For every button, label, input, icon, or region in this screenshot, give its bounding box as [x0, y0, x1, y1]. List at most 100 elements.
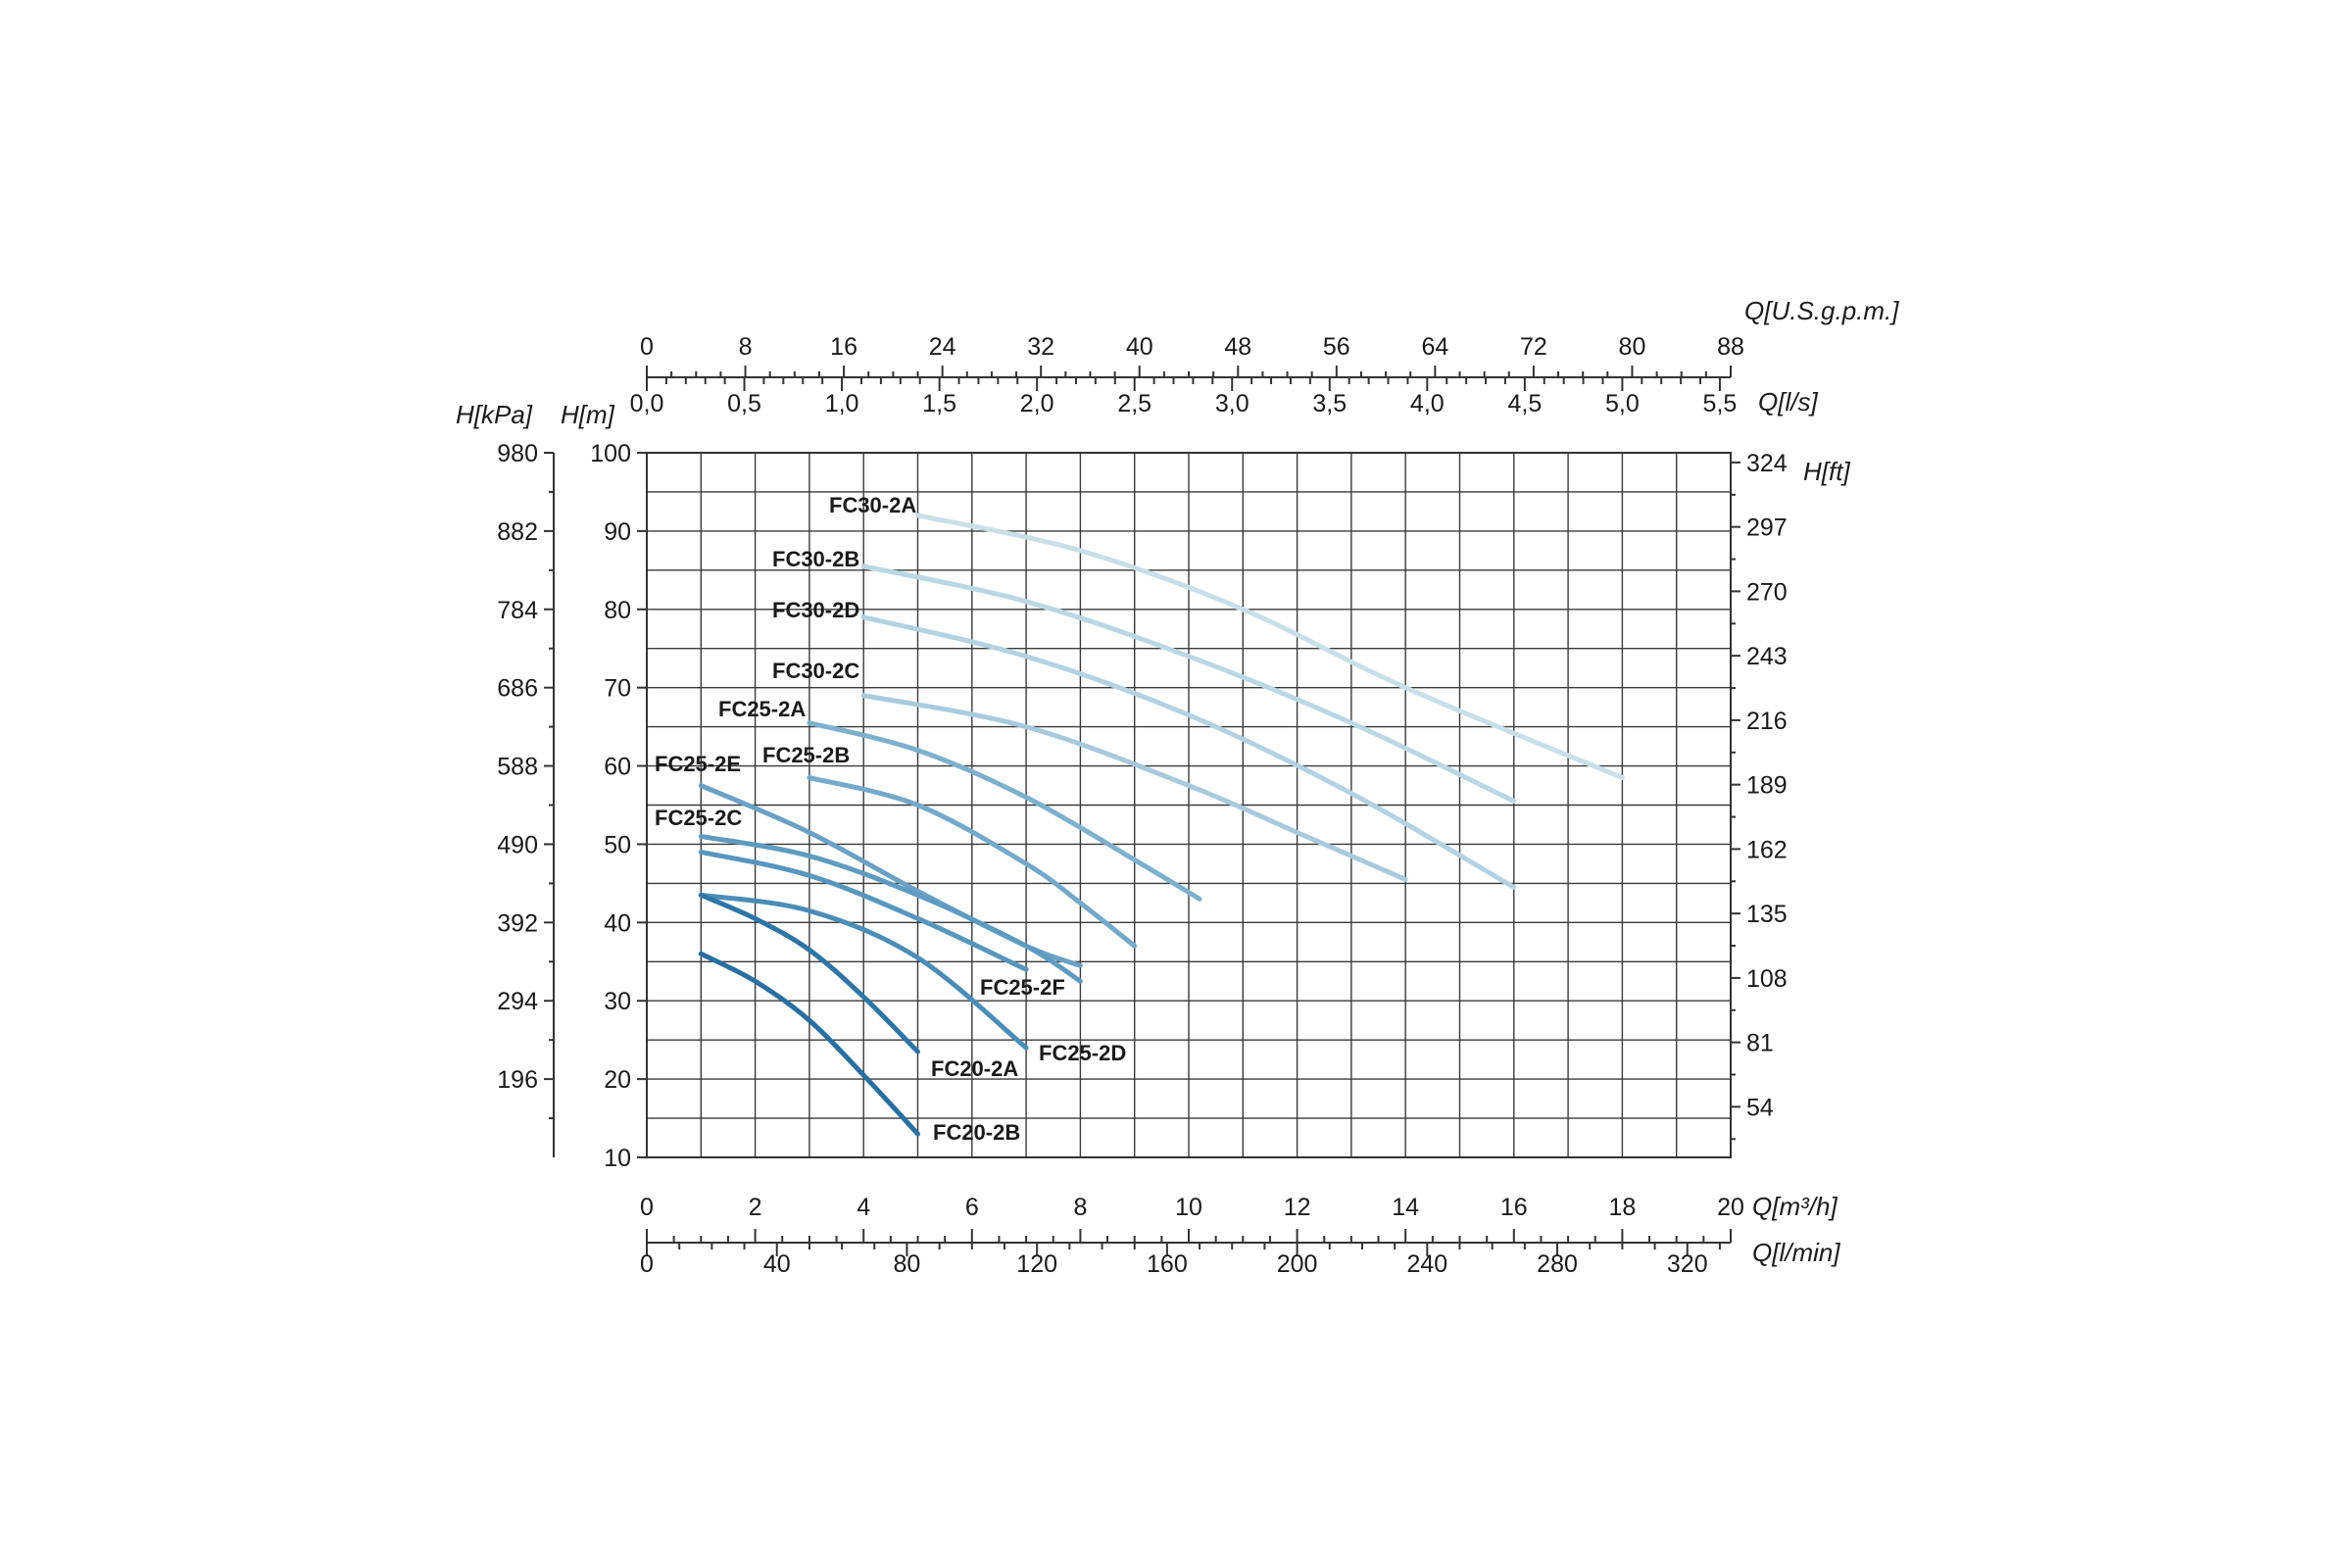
tick-label-gpm: 40: [1126, 333, 1153, 361]
tick-label-ft: 189: [1746, 772, 1788, 800]
tick-label-kpa: 294: [497, 988, 538, 1015]
tick-label-ls: 1,0: [825, 390, 859, 417]
curve-fc20-2a: [698, 892, 920, 1054]
tick-label-ls: 0,0: [630, 390, 664, 417]
tick-label-m: 40: [604, 909, 631, 937]
curve-fc30-2a: [915, 513, 1625, 781]
plot-frame: [646, 452, 1732, 1158]
x-axis-label-lmin: Q[l/min]: [1752, 1238, 1840, 1267]
tick-label-m: 10: [604, 1145, 631, 1172]
tick-label-gpm: 64: [1421, 333, 1448, 361]
tick-label-m3h: 16: [1500, 1194, 1528, 1221]
series-label-fc20-2b: FC20-2B: [933, 1120, 1020, 1145]
tick-label-lmin: 240: [1406, 1250, 1447, 1278]
tick-label-ls: 0,5: [727, 390, 761, 417]
tick-label-ls: 3,0: [1215, 390, 1250, 417]
tick-label-ft: 162: [1746, 836, 1788, 863]
tick-label-m: 60: [604, 754, 631, 781]
tick-label-ls: 4,5: [1507, 390, 1542, 417]
curve-fc25-2b: [807, 775, 1138, 949]
series-label-fc25-2e: FC25-2E: [655, 752, 741, 776]
tick-label-m: 30: [604, 988, 631, 1015]
series-label-fc30-2a: FC30-2A: [829, 493, 916, 517]
tick-label-gpm: 56: [1323, 333, 1350, 361]
curve-fc30-2d: [860, 614, 1517, 890]
tick-label-ft: 243: [1746, 643, 1788, 670]
tick-label-ls: 2,5: [1117, 390, 1152, 417]
series-label-fc25-2a: FC25-2A: [718, 697, 806, 721]
x-axis-label-m3h: Q[m³/h]: [1752, 1192, 1838, 1221]
series-label-fc30-2d: FC30-2D: [772, 598, 859, 622]
y-axis-label-kpa: H[kPa]: [456, 400, 533, 429]
series-label-fc25-2b: FC25-2B: [762, 743, 850, 767]
tick-label-gpm: 88: [1717, 333, 1744, 361]
tick-label-ls: 5,0: [1605, 390, 1640, 417]
tick-label-m: 20: [604, 1066, 631, 1094]
tick-label-m3h: 12: [1284, 1194, 1311, 1221]
tick-label-gpm: 0: [640, 333, 654, 361]
series-label-fc20-2a: FC20-2A: [931, 1056, 1018, 1081]
tick-label-ft: 216: [1746, 708, 1788, 735]
curve-fc30-2b: [860, 564, 1517, 805]
tick-label-lmin: 0: [640, 1250, 654, 1278]
tick-label-lmin: 80: [894, 1250, 921, 1278]
tick-label-m3h: 10: [1175, 1194, 1202, 1221]
tick-label-kpa: 686: [497, 675, 538, 703]
series-label-fc25-2c: FC25-2C: [655, 806, 742, 830]
tick-label-m3h: 2: [749, 1194, 762, 1221]
tick-label-m: 90: [604, 518, 631, 546]
axis-tick-labels: 0 8 16 24 32 40 48 56 64 72 80 880,0 0,5 1,0 1,5 2,0 2,5…: [497, 333, 1788, 1278]
tick-label-ls: 2,0: [1020, 390, 1054, 417]
tick-label-lmin: 280: [1537, 1250, 1578, 1278]
tick-label-gpm: 80: [1619, 333, 1646, 361]
tick-label-kpa: 882: [497, 518, 538, 546]
tick-label-ft: 135: [1746, 901, 1788, 928]
curve-fc25-2a: [807, 720, 1202, 902]
tick-label-m3h: 8: [1073, 1194, 1087, 1221]
tick-label-ft: 270: [1746, 578, 1788, 606]
tick-label-m3h: 6: [965, 1194, 979, 1221]
tick-label-kpa: 588: [497, 754, 538, 781]
tick-label-kpa: 784: [497, 597, 538, 624]
x-axis-label-gpm: Q[U.S.g.p.m.]: [1744, 296, 1899, 325]
axes: [544, 366, 1740, 1256]
x-axis-label-ls: Q[l/s]: [1758, 387, 1818, 416]
y-axis-label-ft: H[ft]: [1803, 457, 1850, 486]
tick-label-kpa: 490: [497, 831, 538, 858]
curve-fc25-2f: [698, 849, 1029, 972]
tick-label-m: 70: [604, 675, 631, 703]
tick-label-ft: 108: [1746, 965, 1788, 993]
tick-label-gpm: 48: [1224, 333, 1251, 361]
series-curves: [698, 513, 1625, 1137]
tick-label-ls: 3,5: [1312, 390, 1347, 417]
tick-label-m: 80: [604, 597, 631, 624]
tick-label-lmin: 40: [763, 1250, 791, 1278]
tick-label-ls: 1,5: [922, 390, 956, 417]
series-label-fc30-2c: FC30-2C: [772, 659, 859, 683]
curve-fc30-2c: [860, 693, 1408, 882]
tick-label-kpa: 980: [497, 440, 538, 467]
tick-label-gpm: 24: [929, 333, 956, 361]
tick-label-m3h: 4: [857, 1194, 870, 1221]
series-labels: FC30-2A FC30-2B FC30-2D FC30-2C FC25-2A FC25-…: [655, 493, 1126, 1145]
curve-fc25-2e: [698, 783, 1083, 968]
tick-label-m3h: 0: [640, 1194, 654, 1221]
curve-fc25-2c: [698, 833, 1083, 984]
curve-fc20-2b: [698, 951, 920, 1137]
tick-label-ft: 324: [1746, 450, 1788, 477]
series-label-fc30-2b: FC30-2B: [772, 547, 859, 571]
tick-label-lmin: 200: [1277, 1250, 1318, 1278]
tick-label-gpm: 72: [1520, 333, 1547, 361]
y-axis-label-m: H[m]: [561, 400, 615, 429]
tick-label-gpm: 32: [1027, 333, 1054, 361]
tick-label-lmin: 160: [1147, 1250, 1188, 1278]
tick-label-lmin: 120: [1016, 1250, 1057, 1278]
tick-label-m3h: 14: [1392, 1194, 1419, 1221]
tick-label-ft: 297: [1746, 514, 1788, 542]
series-label-fc25-2d: FC25-2D: [1039, 1041, 1126, 1065]
tick-label-m3h: 18: [1608, 1194, 1636, 1221]
tick-label-kpa: 392: [497, 909, 538, 937]
tick-label-m: 50: [604, 831, 631, 858]
tick-label-gpm: 16: [830, 333, 858, 361]
